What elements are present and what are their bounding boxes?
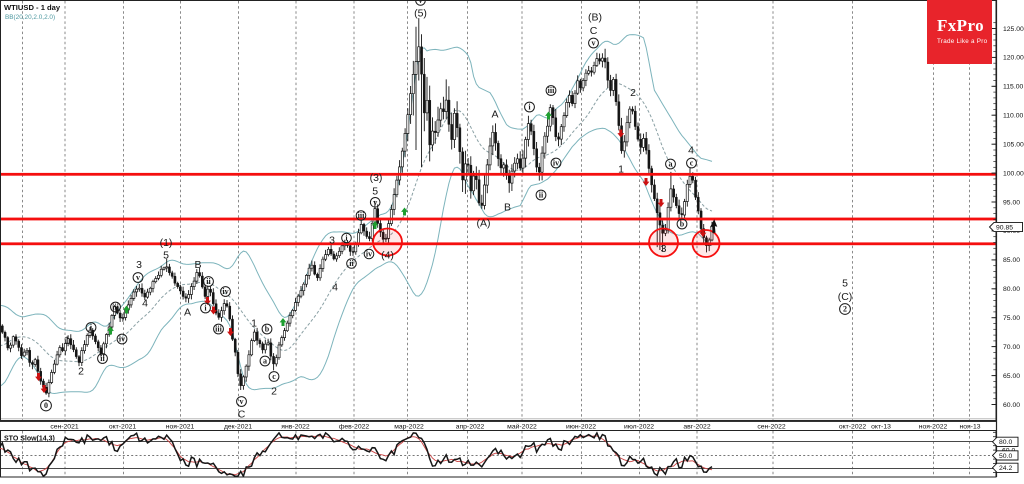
svg-text:(C): (C): [838, 291, 853, 303]
svg-text:ii: ii: [206, 277, 211, 286]
svg-text:b: b: [265, 325, 270, 334]
svg-text:105.00: 105.00: [1003, 142, 1024, 149]
svg-text:i: i: [204, 304, 207, 313]
svg-text:i: i: [345, 234, 348, 243]
svg-text:B: B: [504, 202, 511, 214]
svg-text:4: 4: [142, 298, 148, 310]
svg-text:ii: ii: [349, 259, 354, 268]
svg-text:B: B: [194, 259, 201, 271]
svg-text:ноя-2021: ноя-2021: [166, 423, 195, 430]
svg-text:v: v: [592, 39, 596, 48]
svg-text:июн-2022: июн-2022: [566, 423, 596, 430]
svg-text:ноя-13: ноя-13: [959, 423, 980, 430]
svg-text:C: C: [590, 25, 598, 37]
svg-text:5: 5: [163, 250, 169, 262]
svg-text:120.00: 120.00: [1003, 55, 1024, 62]
svg-text:авг-2022: авг-2022: [683, 423, 710, 430]
svg-text:ii: ii: [539, 191, 544, 200]
svg-text:60.00: 60.00: [1003, 402, 1020, 409]
svg-text:окт-13: окт-13: [871, 423, 891, 430]
svg-text:95.00: 95.00: [1003, 199, 1020, 206]
svg-text:3: 3: [661, 243, 667, 255]
svg-text:Trade Like a Pro: Trade Like a Pro: [937, 38, 988, 45]
svg-text:75.00: 75.00: [1003, 315, 1020, 322]
svg-text:24.2: 24.2: [999, 465, 1012, 472]
svg-text:v: v: [136, 273, 140, 282]
svg-text:v: v: [419, 0, 423, 5]
svg-text:iv: iv: [553, 159, 559, 168]
svg-text:ii: ii: [100, 354, 105, 363]
svg-text:85.00: 85.00: [1003, 257, 1020, 264]
svg-text:i: i: [90, 323, 93, 332]
svg-text:(4): (4): [381, 250, 394, 262]
svg-text:iv: iv: [366, 250, 372, 259]
svg-text:(A): (A): [477, 218, 491, 230]
svg-text:A: A: [184, 307, 191, 319]
svg-text:WTIUSD - 1 day: WTIUSD - 1 day: [4, 3, 61, 12]
svg-text:2: 2: [78, 366, 84, 378]
svg-text:i: i: [528, 103, 531, 112]
svg-text:STO Slow(14,3): STO Slow(14,3): [4, 436, 55, 443]
svg-text:1: 1: [251, 318, 257, 330]
svg-text:(1): (1): [160, 237, 173, 249]
svg-text:дек-2021: дек-2021: [224, 423, 252, 430]
svg-text:окт-2022: окт-2022: [839, 423, 867, 430]
svg-text:(5): (5): [414, 8, 427, 20]
svg-text:(B): (B): [588, 12, 602, 24]
svg-text:апр-2022: апр-2022: [456, 423, 485, 430]
svg-text:c: c: [690, 159, 694, 168]
svg-text:iv: iv: [119, 335, 125, 344]
svg-text:iii: iii: [358, 211, 365, 220]
svg-text:80.0: 80.0: [999, 439, 1012, 446]
svg-text:v: v: [240, 397, 244, 406]
svg-text:BB(20,20,2.0,2.0): BB(20,20,2.0,2.0): [5, 14, 55, 21]
svg-text:90.85: 90.85: [996, 224, 1013, 231]
svg-text:2: 2: [630, 87, 636, 99]
svg-text:iii: iii: [215, 325, 222, 334]
svg-text:65.00: 65.00: [1003, 373, 1020, 380]
svg-text:окт-2021: окт-2021: [109, 423, 137, 430]
svg-text:0: 0: [44, 401, 48, 410]
svg-text:май-2022: май-2022: [507, 422, 537, 430]
svg-text:(3): (3): [370, 172, 383, 184]
svg-text:янв-2022: янв-2022: [281, 423, 310, 430]
svg-text:80.00: 80.00: [1003, 286, 1020, 293]
svg-text:1: 1: [618, 164, 624, 176]
svg-text:C: C: [238, 409, 246, 421]
svg-text:50.0: 50.0: [999, 453, 1012, 460]
svg-text:сен-2021: сен-2021: [50, 423, 79, 430]
svg-text:iii: iii: [112, 303, 119, 312]
svg-text:a: a: [669, 160, 673, 169]
svg-text:5: 5: [842, 278, 848, 290]
svg-text:4: 4: [688, 145, 694, 157]
svg-text:сен-2022: сен-2022: [757, 423, 786, 430]
svg-text:iii: iii: [548, 86, 555, 95]
svg-text:v: v: [373, 198, 377, 207]
svg-text:100.00: 100.00: [1003, 170, 1024, 177]
svg-text:A: A: [491, 109, 498, 121]
svg-text:ноя-2022: ноя-2022: [919, 423, 948, 430]
svg-text:5: 5: [372, 186, 378, 198]
svg-text:2: 2: [271, 386, 277, 398]
svg-text:3: 3: [136, 259, 142, 271]
svg-text:iv: iv: [222, 287, 228, 296]
svg-text:4: 4: [332, 282, 338, 294]
svg-text:3: 3: [329, 235, 335, 247]
svg-text:1: 1: [64, 335, 70, 347]
svg-text:a: a: [263, 357, 267, 366]
svg-text:мар-2022: мар-2022: [394, 423, 424, 430]
svg-text:c: c: [272, 372, 276, 381]
svg-text:125.00: 125.00: [1003, 26, 1024, 33]
svg-text:июл-2022: июл-2022: [624, 423, 654, 430]
svg-text:b: b: [680, 220, 685, 229]
svg-text:70.00: 70.00: [1003, 344, 1020, 351]
svg-text:115.00: 115.00: [1003, 84, 1024, 91]
svg-text:FxPro: FxPro: [937, 16, 984, 35]
svg-text:фев-2022: фев-2022: [339, 423, 370, 430]
svg-text:110.00: 110.00: [1003, 113, 1024, 120]
svg-text:2: 2: [843, 305, 847, 314]
